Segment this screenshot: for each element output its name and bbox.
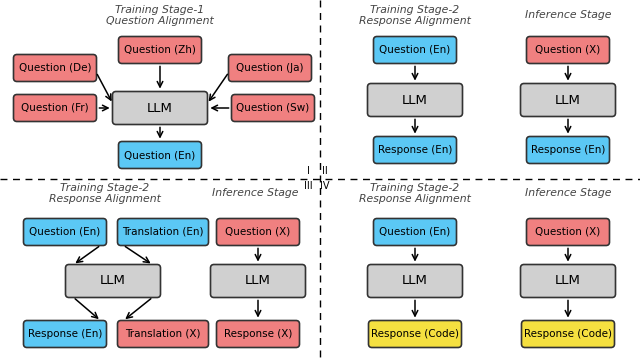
Text: Response (X): Response (X) [224,329,292,339]
FancyBboxPatch shape [118,320,209,348]
Text: Inference Stage: Inference Stage [525,188,611,198]
Text: Training Stage-2: Training Stage-2 [371,183,460,193]
Text: LLM: LLM [147,102,173,115]
Text: Question (Sw): Question (Sw) [236,103,310,113]
FancyBboxPatch shape [527,37,609,63]
Text: Question (Zh): Question (Zh) [124,45,196,55]
FancyBboxPatch shape [118,141,202,169]
FancyBboxPatch shape [13,54,97,82]
FancyBboxPatch shape [13,95,97,121]
Text: Question (Ja): Question (Ja) [236,63,304,73]
FancyBboxPatch shape [228,54,312,82]
Text: Training Stage-1: Training Stage-1 [115,5,205,15]
Text: LLM: LLM [402,275,428,287]
Text: Question (X): Question (X) [225,227,291,237]
Text: Question (En): Question (En) [380,227,451,237]
Text: Question (En): Question (En) [124,150,196,160]
FancyBboxPatch shape [367,83,463,116]
Text: LLM: LLM [402,93,428,106]
FancyBboxPatch shape [24,320,106,348]
Text: Question (Fr): Question (Fr) [21,103,89,113]
FancyBboxPatch shape [527,136,609,164]
FancyBboxPatch shape [367,265,463,297]
FancyBboxPatch shape [374,37,456,63]
FancyBboxPatch shape [118,218,209,246]
FancyBboxPatch shape [24,218,106,246]
Text: IV: IV [320,181,330,191]
FancyBboxPatch shape [369,320,461,348]
Text: Translation (En): Translation (En) [122,227,204,237]
FancyBboxPatch shape [65,265,161,297]
Text: LLM: LLM [555,93,581,106]
Text: LLM: LLM [245,275,271,287]
Text: Response (En): Response (En) [28,329,102,339]
Text: Question (X): Question (X) [536,227,600,237]
Text: Question (De): Question (De) [19,63,92,73]
Text: Response Alignment: Response Alignment [359,16,471,26]
FancyBboxPatch shape [520,83,616,116]
Text: III: III [304,181,312,191]
Text: Response Alignment: Response Alignment [359,194,471,204]
Text: Inference Stage: Inference Stage [525,10,611,20]
FancyBboxPatch shape [527,218,609,246]
Text: Response (Code): Response (Code) [524,329,612,339]
FancyBboxPatch shape [113,92,207,125]
FancyBboxPatch shape [520,265,616,297]
Text: Question Alignment: Question Alignment [106,16,214,26]
FancyBboxPatch shape [118,37,202,63]
Text: Response (En): Response (En) [378,145,452,155]
FancyBboxPatch shape [374,136,456,164]
FancyBboxPatch shape [211,265,305,297]
FancyBboxPatch shape [216,218,300,246]
FancyBboxPatch shape [522,320,614,348]
Text: Question (X): Question (X) [536,45,600,55]
Text: Training Stage-2: Training Stage-2 [371,5,460,15]
Text: Question (En): Question (En) [29,227,100,237]
FancyBboxPatch shape [374,218,456,246]
FancyBboxPatch shape [232,95,314,121]
Text: Training Stage-2: Training Stage-2 [60,183,150,193]
FancyBboxPatch shape [216,320,300,348]
Text: Response Alignment: Response Alignment [49,194,161,204]
Text: Response (Code): Response (Code) [371,329,459,339]
Text: Inference Stage: Inference Stage [212,188,298,198]
Text: LLM: LLM [555,275,581,287]
Text: Question (En): Question (En) [380,45,451,55]
Text: LLM: LLM [100,275,126,287]
Text: Response (En): Response (En) [531,145,605,155]
Text: I: I [307,166,309,176]
Text: II: II [322,166,328,176]
Text: Translation (X): Translation (X) [125,329,201,339]
